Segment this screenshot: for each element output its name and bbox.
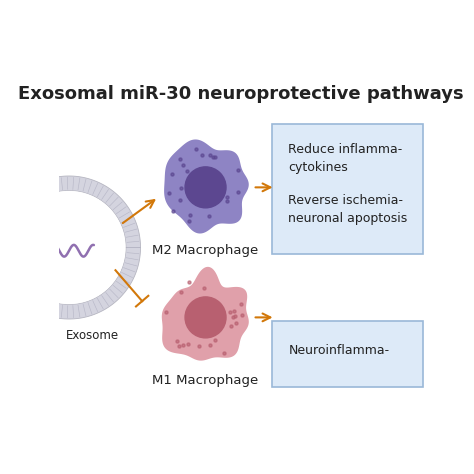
FancyBboxPatch shape — [272, 124, 423, 254]
Circle shape — [13, 191, 125, 303]
Polygon shape — [163, 138, 250, 234]
Polygon shape — [161, 266, 250, 362]
Text: Exosomal miR-30 neuroprotective pathways: Exosomal miR-30 neuroprotective pathways — [18, 85, 464, 103]
Circle shape — [185, 167, 226, 208]
Circle shape — [185, 297, 226, 338]
Text: Reduce inflamma-
cytokines: Reduce inflamma- cytokines — [289, 144, 403, 174]
Polygon shape — [0, 176, 140, 319]
Text: M2 Macrophage: M2 Macrophage — [153, 244, 259, 257]
Text: M1 Macrophage: M1 Macrophage — [153, 374, 259, 387]
Text: Exosome: Exosome — [66, 329, 119, 342]
Text: Reverse ischemia-
neuronal apoptosis: Reverse ischemia- neuronal apoptosis — [289, 194, 408, 225]
Text: Neuroinflamma-: Neuroinflamma- — [289, 344, 390, 357]
FancyBboxPatch shape — [272, 320, 423, 387]
